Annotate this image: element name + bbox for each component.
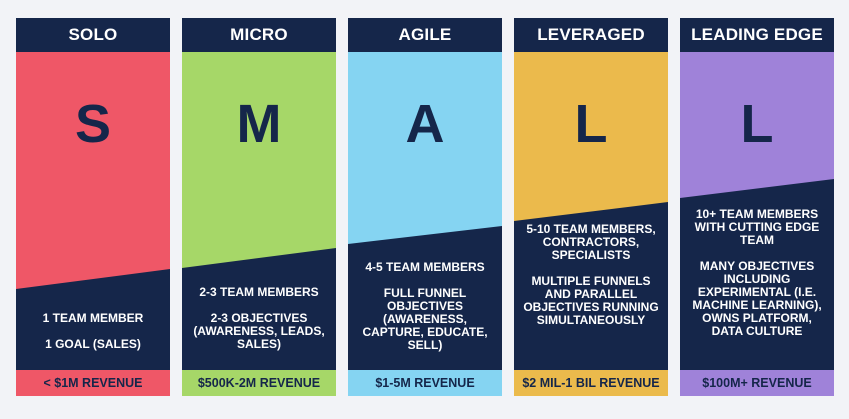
- revenue-badge: $500K-2M REVENUE: [182, 370, 336, 396]
- description-line: 5-10 TEAM MEMBERS, CONTRACTORS, SPECIALI…: [526, 222, 656, 262]
- color-panel-leveraged: [514, 52, 668, 221]
- description-line: 2-3 OBJECTIVES (AWARENESS, LEADS, SALES): [193, 311, 325, 351]
- column-title: SOLO: [68, 25, 118, 44]
- color-panel-leading-edge: [680, 52, 834, 198]
- revenue-badge: $1-5M REVENUE: [348, 370, 502, 396]
- description-line: FULL FUNNEL OBJECTIVES (AWARENESS, CAPTU…: [362, 286, 488, 352]
- big-letter: L: [574, 94, 608, 154]
- description-line: 1 TEAM MEMBER: [42, 311, 144, 325]
- description-line: 10+ TEAM MEMBERS WITH CUTTING EDGE TEAM: [694, 207, 820, 247]
- column-leading-edge: LEADING EDGE L 10+ TEAM MEMBERS WITH CUT…: [680, 18, 834, 396]
- description-line: 1 GOAL (SALES): [45, 337, 141, 351]
- description: 2-3 TEAM MEMBERS 2-3 OBJECTIVES (AWARENE…: [190, 286, 328, 351]
- revenue-badge: $2 MIL-1 BIL REVENUE: [514, 370, 668, 396]
- description-line: 2-3 TEAM MEMBERS: [199, 285, 319, 299]
- big-letter: A: [405, 94, 445, 154]
- description: 5-10 TEAM MEMBERS, CONTRACTORS, SPECIALI…: [522, 223, 660, 327]
- description-line: MANY OBJECTIVES INCLUDING EXPERIMENTAL (…: [692, 259, 822, 338]
- column-solo: SOLO S 1 TEAM MEMBER 1 GOAL (SALES) < $1…: [16, 18, 170, 396]
- revenue-badge: < $1M REVENUE: [16, 370, 170, 396]
- column-title: LEVERAGED: [537, 25, 645, 44]
- description: 10+ TEAM MEMBERS WITH CUTTING EDGE TEAM …: [688, 208, 826, 338]
- column-agile: AGILE A 4-5 TEAM MEMBERS FULL FUNNEL OBJ…: [348, 18, 502, 396]
- description-line: MULTIPLE FUNNELS AND PARALLEL OBJECTIVES…: [523, 274, 659, 327]
- description-line: 4-5 TEAM MEMBERS: [365, 260, 485, 274]
- color-panel-micro: [182, 52, 336, 268]
- color-panel-agile: [348, 52, 502, 244]
- revenue-badge: $100M+ REVENUE: [680, 370, 834, 396]
- big-letter: S: [74, 94, 112, 154]
- column-title: AGILE: [398, 25, 452, 44]
- color-panel-solo: [16, 52, 170, 289]
- description: 4-5 TEAM MEMBERS FULL FUNNEL OBJECTIVES …: [356, 261, 494, 352]
- big-letter: M: [236, 94, 282, 154]
- column-leveraged: LEVERAGED L 5-10 TEAM MEMBERS, CONTRACTO…: [514, 18, 668, 396]
- column-title: LEADING EDGE: [691, 25, 823, 44]
- column-micro: MICRO M 2-3 TEAM MEMBERS 2-3 OBJECTIVES …: [182, 18, 336, 396]
- description: 1 TEAM MEMBER 1 GOAL (SALES): [24, 312, 162, 351]
- column-title: MICRO: [230, 25, 288, 44]
- big-letter: L: [740, 94, 774, 154]
